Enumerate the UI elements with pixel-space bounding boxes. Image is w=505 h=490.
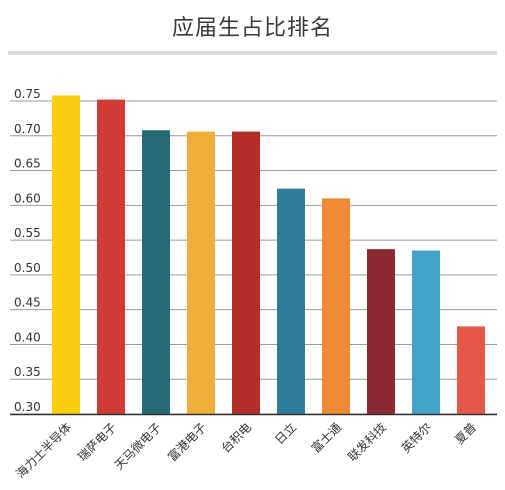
- bar: [142, 130, 170, 415]
- x-category-label: 富士通: [308, 420, 344, 456]
- bars: [52, 95, 485, 415]
- chart-title: 应届生占比排名: [171, 16, 333, 41]
- bar: [97, 99, 125, 414]
- x-category-label: 日立: [272, 420, 300, 448]
- y-tick-label: 0.35: [14, 365, 41, 379]
- y-axis-ticks: 0.75 0.70 0.65 0.60 0.55 0.50 0.45 0.40 0.35 0.30: [14, 87, 41, 414]
- bar: [52, 95, 80, 415]
- y-tick-label: 0.65: [14, 157, 41, 171]
- y-tick-label: 0.50: [14, 261, 41, 275]
- bar: [277, 188, 305, 414]
- y-tick-label: 0.70: [14, 122, 41, 136]
- x-category-label: 联发科技: [345, 420, 390, 465]
- bar: [457, 326, 485, 414]
- y-tick-label: 0.55: [14, 226, 41, 240]
- y-tick-label: 0.45: [14, 296, 41, 310]
- bar: [232, 131, 260, 415]
- x-category-label: 台积电: [218, 420, 254, 456]
- y-tick-label: 0.60: [14, 191, 41, 205]
- x-category-label: 瑞萨电子: [75, 420, 119, 464]
- bar: [322, 198, 350, 414]
- x-category-label: 天马微电子: [112, 420, 164, 472]
- bar: [412, 250, 440, 414]
- x-category-label: 夏普: [452, 420, 479, 447]
- y-tick-label: 0.40: [14, 330, 41, 344]
- title-divider: [8, 51, 497, 55]
- x-category-label: 海力士半导体: [13, 420, 75, 482]
- y-tick-label: 0.30: [14, 400, 41, 414]
- bar: [187, 131, 215, 415]
- y-tick-label: 0.75: [14, 87, 41, 101]
- bar: [367, 249, 395, 414]
- x-category-label: 英特尔: [398, 420, 434, 456]
- x-category-label: 富港电子: [165, 420, 210, 465]
